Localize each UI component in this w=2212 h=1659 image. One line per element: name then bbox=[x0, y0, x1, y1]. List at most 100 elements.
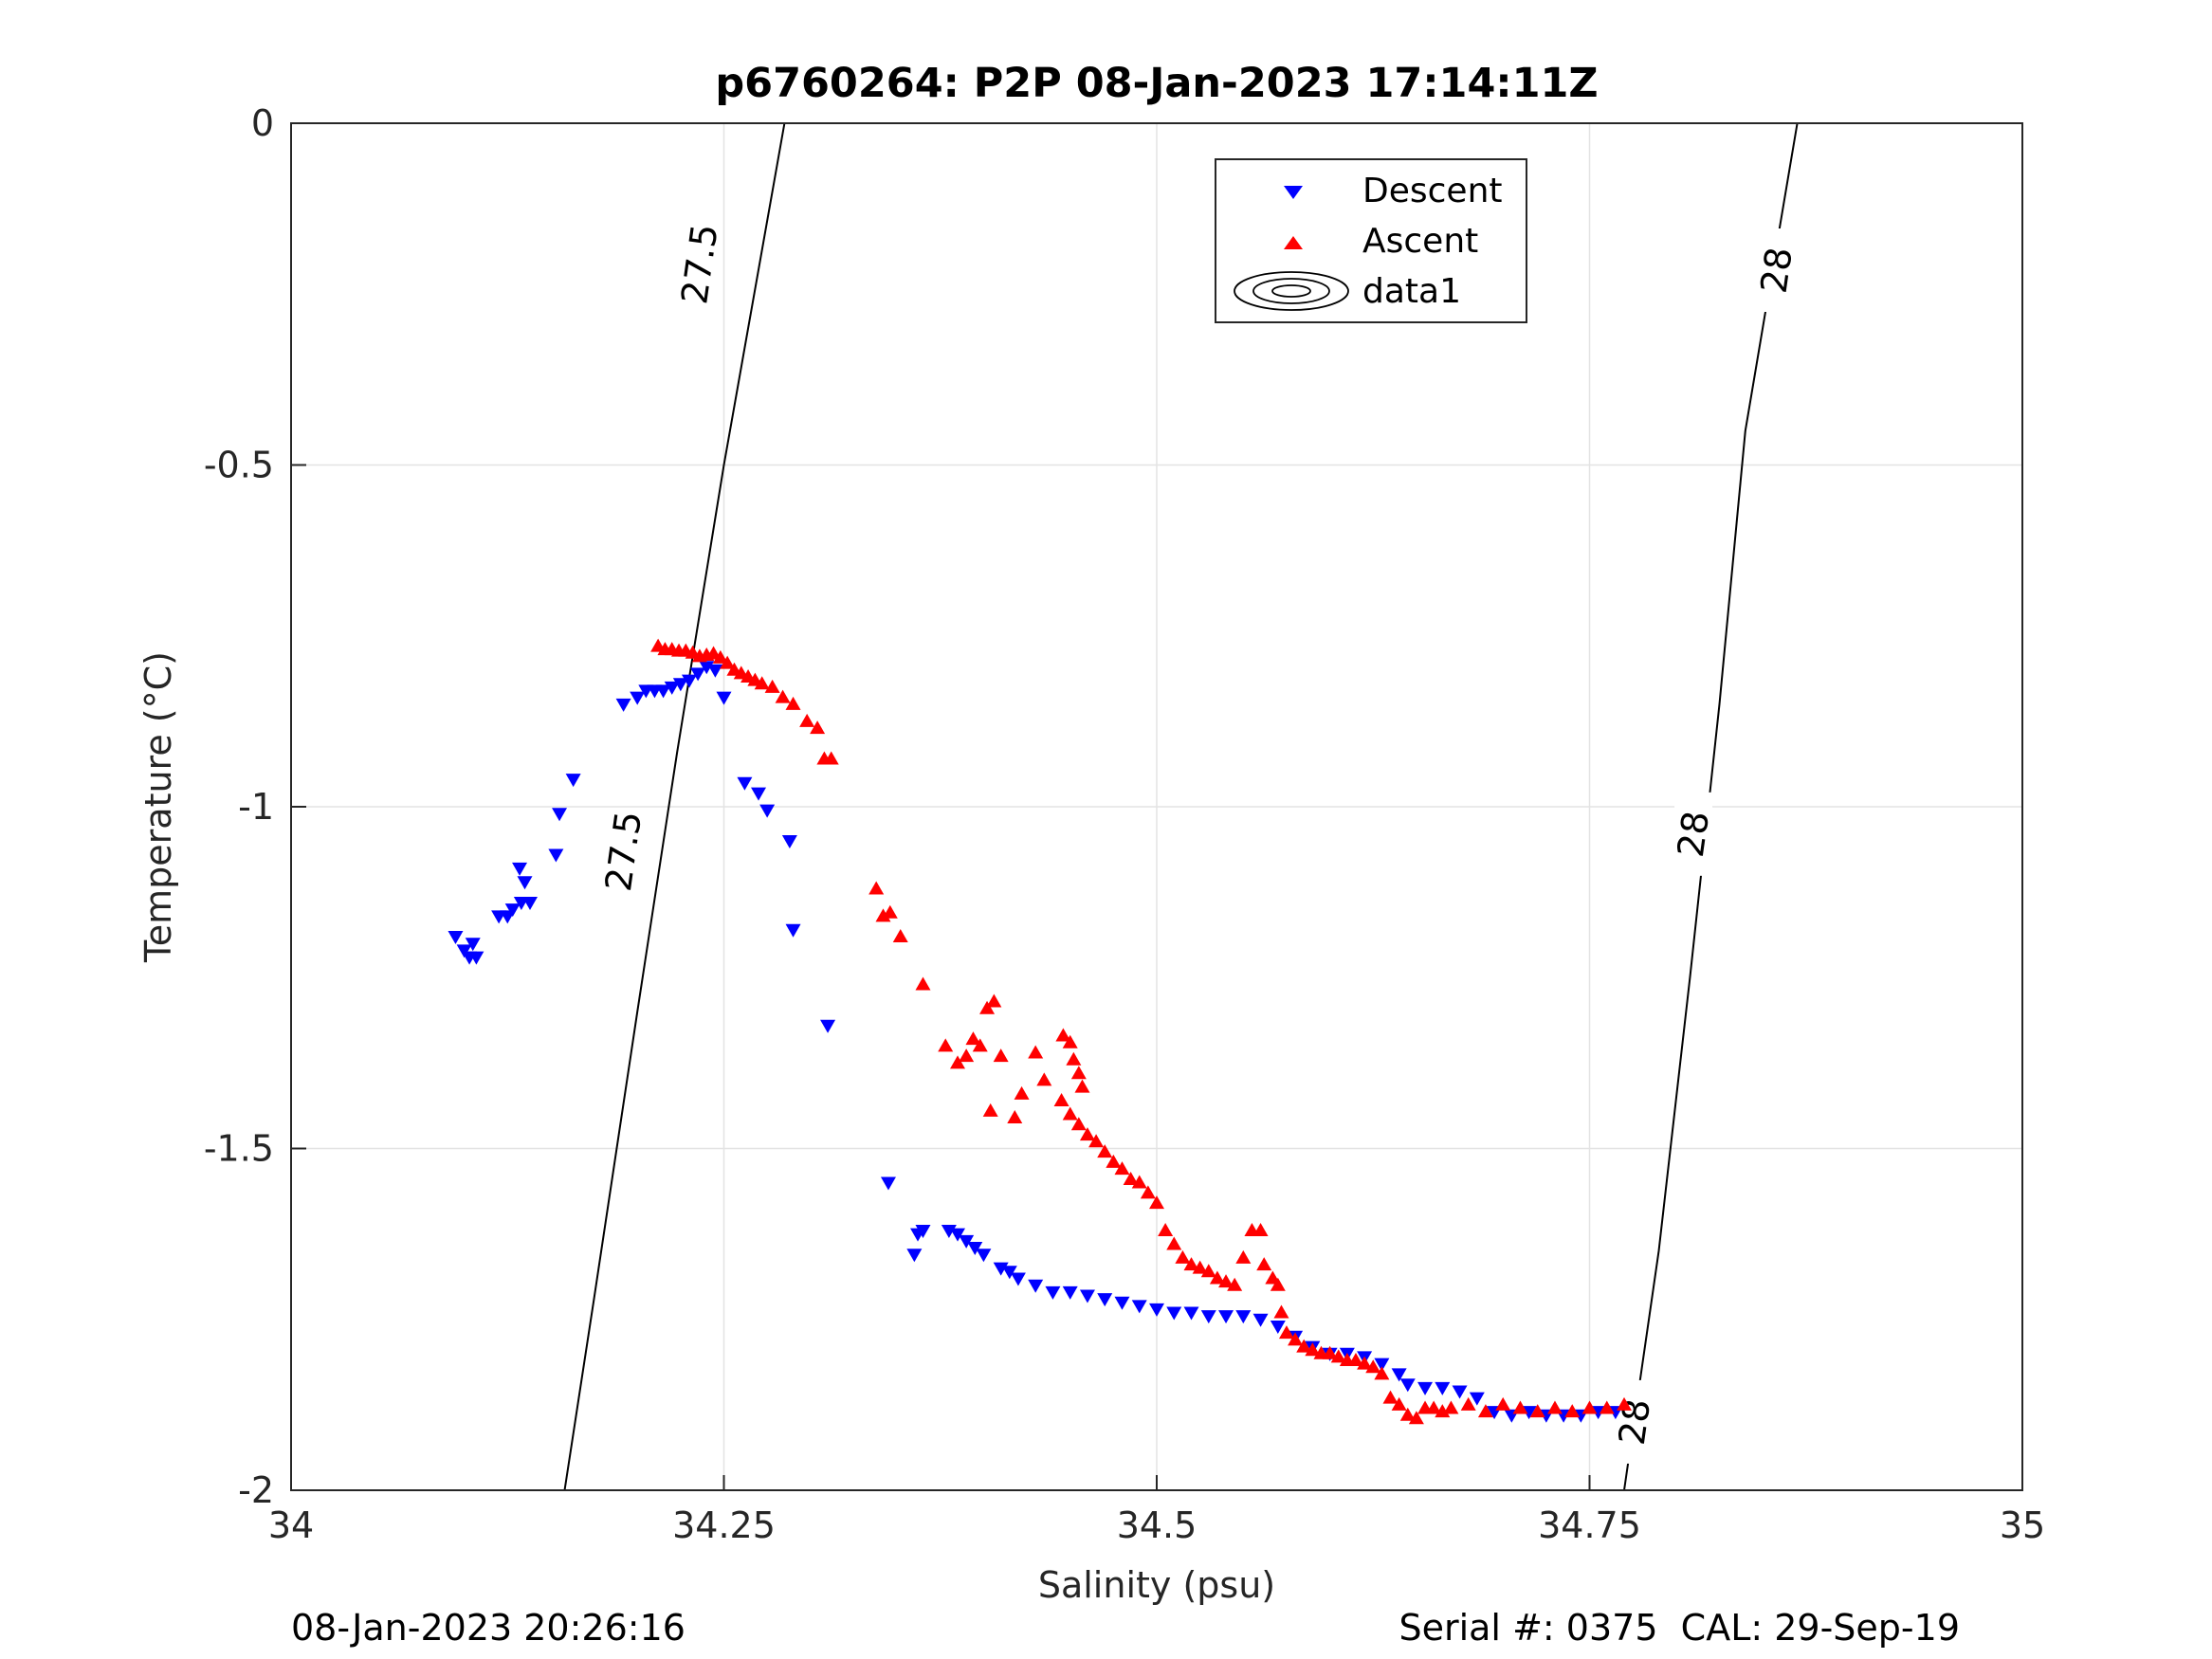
ascent-point bbox=[1106, 1154, 1122, 1168]
ascent-point bbox=[1529, 1404, 1545, 1418]
y-tick-label: -0.5 bbox=[204, 445, 274, 486]
grid bbox=[291, 123, 2022, 1490]
ascent-point bbox=[1296, 1339, 1312, 1353]
descent-point bbox=[993, 1262, 1009, 1276]
descent-point bbox=[1028, 1279, 1044, 1293]
ascent-point bbox=[892, 928, 908, 942]
descent-point bbox=[615, 698, 631, 712]
ascent-point bbox=[1074, 1079, 1090, 1093]
ascent-point bbox=[993, 1048, 1009, 1063]
ascent-point bbox=[1365, 1359, 1381, 1374]
descent-point bbox=[1097, 1293, 1113, 1307]
ascent-point bbox=[1055, 1028, 1071, 1042]
ascent-point bbox=[1053, 1093, 1069, 1107]
ascent-point bbox=[1066, 1051, 1082, 1066]
ascent-point bbox=[1512, 1400, 1528, 1414]
ascent-point bbox=[1062, 1034, 1078, 1048]
ascent-point bbox=[1288, 1332, 1304, 1346]
ascent-point bbox=[1097, 1144, 1113, 1158]
chart-title: p6760264: P2P 08-Jan-2023 17:14:11Z bbox=[715, 60, 1598, 107]
ascent-point bbox=[712, 649, 728, 664]
legend-descent-label: Descent bbox=[1362, 172, 1503, 210]
footer-timestamp: 08-Jan-2023 20:26:16 bbox=[291, 1607, 686, 1649]
descent-point bbox=[1374, 1358, 1390, 1372]
ascent-point bbox=[1408, 1411, 1424, 1425]
descent-point bbox=[664, 681, 680, 695]
ascent-point bbox=[1443, 1400, 1459, 1414]
y-axis-label: Temperature (°C) bbox=[137, 651, 179, 963]
descent-point bbox=[512, 862, 528, 876]
y-tick-label: 0 bbox=[251, 102, 274, 144]
ascent-point bbox=[1270, 1277, 1286, 1291]
descent-point bbox=[751, 787, 767, 801]
data-points bbox=[448, 638, 1633, 1425]
ascent-point bbox=[1007, 1110, 1023, 1124]
ascent-point bbox=[972, 1038, 988, 1052]
ascent-point bbox=[1028, 1045, 1044, 1059]
y-tick-label: -1 bbox=[238, 786, 274, 828]
ascent-point bbox=[1426, 1400, 1442, 1414]
descent-point bbox=[630, 691, 646, 705]
ascent-point bbox=[810, 720, 826, 735]
ascent-point bbox=[965, 1031, 981, 1046]
x-tick-label: 34.25 bbox=[672, 1504, 776, 1546]
ascent-point bbox=[1322, 1345, 1338, 1359]
x-axis-label: Salinity (psu) bbox=[1038, 1564, 1275, 1606]
ascent-point bbox=[1218, 1274, 1234, 1288]
descent-point bbox=[950, 1228, 966, 1242]
descent-point bbox=[565, 774, 581, 788]
descent-point bbox=[468, 951, 484, 965]
ascent-point bbox=[1209, 1270, 1225, 1285]
ascent-point bbox=[1382, 1390, 1398, 1404]
descent-point bbox=[465, 938, 481, 952]
ascent-point bbox=[1581, 1400, 1598, 1414]
ascent-point bbox=[799, 713, 815, 727]
descent-point bbox=[880, 1176, 896, 1191]
descent-point bbox=[820, 1019, 836, 1033]
descent-point bbox=[655, 684, 671, 699]
x-tick-label: 34.5 bbox=[1117, 1504, 1197, 1546]
descent-point bbox=[1399, 1378, 1416, 1393]
ascent-point bbox=[1347, 1353, 1363, 1367]
ascent-point bbox=[1278, 1325, 1294, 1340]
contour-line bbox=[563, 122, 786, 1491]
ascent-point bbox=[1114, 1161, 1130, 1176]
descent-point bbox=[1435, 1381, 1451, 1395]
ascent-point bbox=[1014, 1085, 1030, 1100]
ascent-point bbox=[1460, 1396, 1476, 1411]
ascent-point bbox=[1330, 1349, 1346, 1363]
ascent-point bbox=[1564, 1404, 1581, 1418]
descent-point bbox=[941, 1225, 957, 1239]
descent-point bbox=[759, 804, 776, 818]
ascent-point bbox=[1227, 1277, 1243, 1291]
descent-point bbox=[1252, 1313, 1269, 1327]
ascent-point bbox=[1256, 1257, 1272, 1271]
descent-point bbox=[785, 923, 801, 938]
descent-point bbox=[915, 1225, 931, 1239]
ascent-point bbox=[1374, 1366, 1390, 1380]
y-tick-label: -1.5 bbox=[204, 1128, 274, 1170]
ascent-point bbox=[1546, 1400, 1563, 1414]
descent-point bbox=[1218, 1310, 1234, 1324]
ascent-point bbox=[1070, 1117, 1087, 1131]
ascent-point bbox=[1149, 1195, 1164, 1210]
descent-point bbox=[1452, 1385, 1468, 1399]
descent-point bbox=[1183, 1306, 1199, 1321]
ascent-point bbox=[1435, 1404, 1451, 1418]
legend-ascent-label: Ascent bbox=[1362, 222, 1478, 261]
descent-point bbox=[1114, 1296, 1130, 1310]
axis-ticks: 34 34.25 34.5 34.75 35 -2 -1.5 -1 -0.5 0 bbox=[204, 102, 2045, 1546]
ascent-point bbox=[1617, 1396, 1633, 1411]
descent-point bbox=[552, 808, 568, 822]
descent-point bbox=[716, 691, 732, 705]
ascent-point bbox=[1273, 1304, 1289, 1319]
ascent-point bbox=[950, 1055, 966, 1069]
ascent-point bbox=[1088, 1134, 1105, 1148]
ascent-point bbox=[764, 679, 780, 693]
descent-point bbox=[1010, 1272, 1026, 1286]
ascent-series bbox=[650, 638, 1633, 1425]
descent-series bbox=[448, 661, 1623, 1423]
ascent-point bbox=[1200, 1264, 1216, 1278]
